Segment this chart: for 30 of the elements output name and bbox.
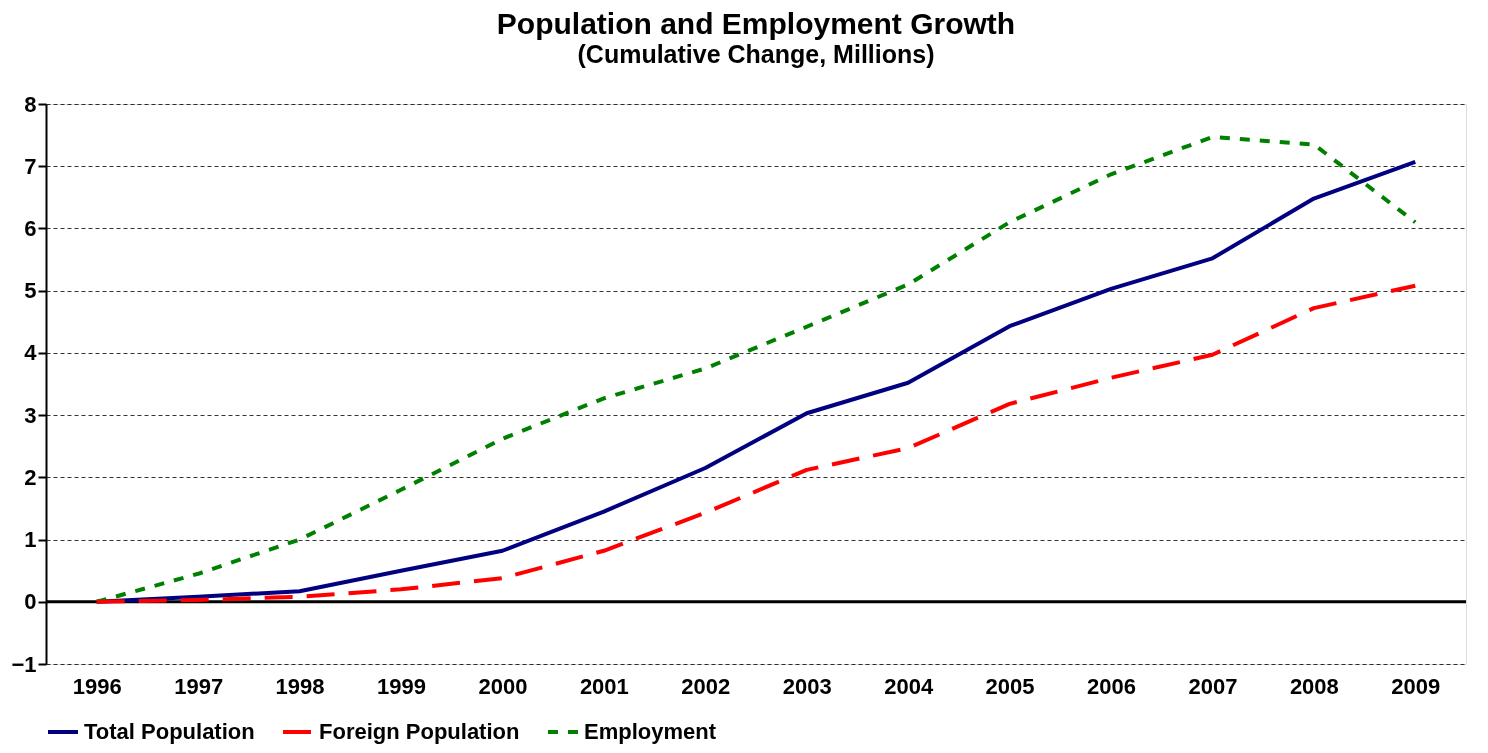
x-tick-label: 1999: [377, 673, 426, 699]
x-tick-label: 2007: [1188, 673, 1238, 699]
line-series: [94, 283, 1418, 604]
legend-label: Foreign Population: [319, 719, 520, 744]
x-tick-label: 2006: [1087, 673, 1136, 699]
x-tick-label: 2009: [1391, 673, 1441, 699]
y-tick-label: 6: [24, 215, 37, 241]
chart-subtitle: (Cumulative Change, Millions): [577, 40, 935, 68]
y-tick-label: 2: [24, 464, 37, 490]
y-tick-label: 7: [24, 153, 37, 179]
y-tick-label: 5: [24, 278, 37, 304]
y-tick-label: 8: [24, 91, 37, 117]
y-tick-label: 0: [24, 589, 37, 615]
x-tick-label: 2005: [985, 673, 1035, 699]
x-tick-label: 2001: [579, 673, 629, 699]
x-tick-label: 2002: [681, 673, 731, 699]
x-tick-label: 1997: [174, 673, 224, 699]
legend-label: Total Population: [84, 719, 255, 744]
chart-title: Population and Employment Growth: [496, 7, 1016, 40]
y-tick-label: 4: [24, 340, 38, 366]
x-tick-label: 2000: [478, 673, 528, 699]
y-tick-label: −1: [11, 651, 37, 677]
x-tick-label: 1996: [72, 673, 122, 699]
y-tick-label: 3: [24, 402, 37, 428]
y-tick-label: 1: [24, 527, 37, 553]
x-tick-label: 2003: [782, 673, 832, 699]
x-tick-label: 2008: [1289, 673, 1339, 699]
x-tick-label: 2004: [884, 673, 934, 699]
legend-label: Employment: [584, 719, 717, 744]
x-tick-label: 1998: [275, 673, 325, 699]
